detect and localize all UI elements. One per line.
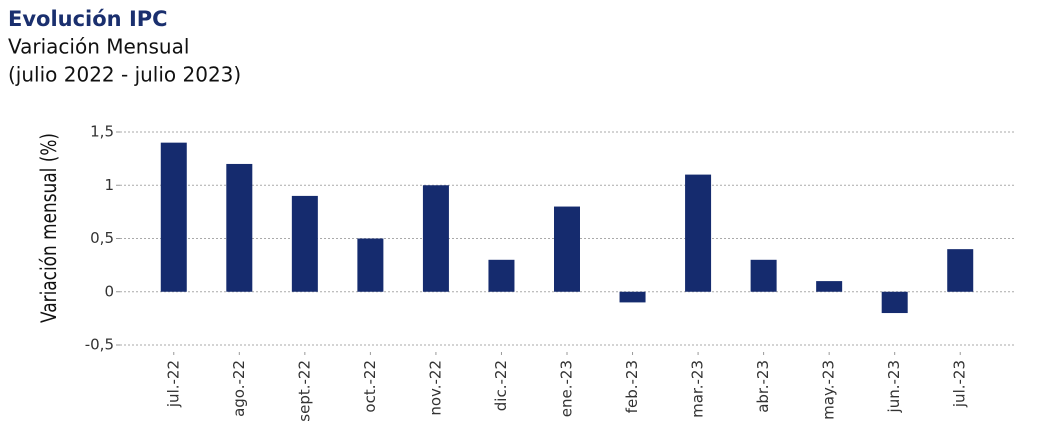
x-tick-label: ene.-23 <box>558 360 576 417</box>
bar <box>488 259 515 292</box>
bar <box>619 291 646 303</box>
x-tick-label: jun.-23 <box>885 360 903 413</box>
x-tick-label: jul.-23 <box>951 360 969 408</box>
y-axis-label: Variación mensual (%) <box>37 133 61 323</box>
bar <box>422 185 449 292</box>
x-tick-label: jul.-22 <box>164 360 182 408</box>
chart-subtitle: Variación Mensual <box>8 35 189 59</box>
x-tick-label: mar.-23 <box>689 360 707 418</box>
bar <box>947 249 974 292</box>
bar <box>554 206 580 292</box>
bar <box>750 259 777 292</box>
y-tick-label: 0,5 <box>90 229 114 247</box>
x-tick-label: oct.-22 <box>361 360 379 413</box>
x-tick-label: feb.-23 <box>623 360 641 413</box>
x-tick-label: nov.-22 <box>426 360 444 416</box>
x-tick-label: abr.-23 <box>754 360 772 413</box>
y-tick-label: 1,5 <box>90 123 114 141</box>
y-tick-label: 1 <box>104 176 114 194</box>
bar <box>685 174 712 292</box>
x-tick-label: ago.-22 <box>230 360 248 417</box>
bar <box>291 195 318 292</box>
chart-title: Evolución IPC <box>8 7 168 31</box>
y-tick-label: 0 <box>104 282 114 300</box>
bar <box>357 238 384 292</box>
x-tick-label: dic.-22 <box>492 360 510 411</box>
chart-subtitle: (julio 2022 - julio 2023) <box>8 63 241 87</box>
x-tick-label: sept.-22 <box>295 360 313 422</box>
bar <box>226 163 253 292</box>
bar <box>816 281 843 292</box>
x-tick-label: may.-23 <box>820 360 838 420</box>
bar <box>160 142 187 292</box>
y-tick-label: -0,5 <box>85 336 114 354</box>
bar <box>881 291 908 314</box>
